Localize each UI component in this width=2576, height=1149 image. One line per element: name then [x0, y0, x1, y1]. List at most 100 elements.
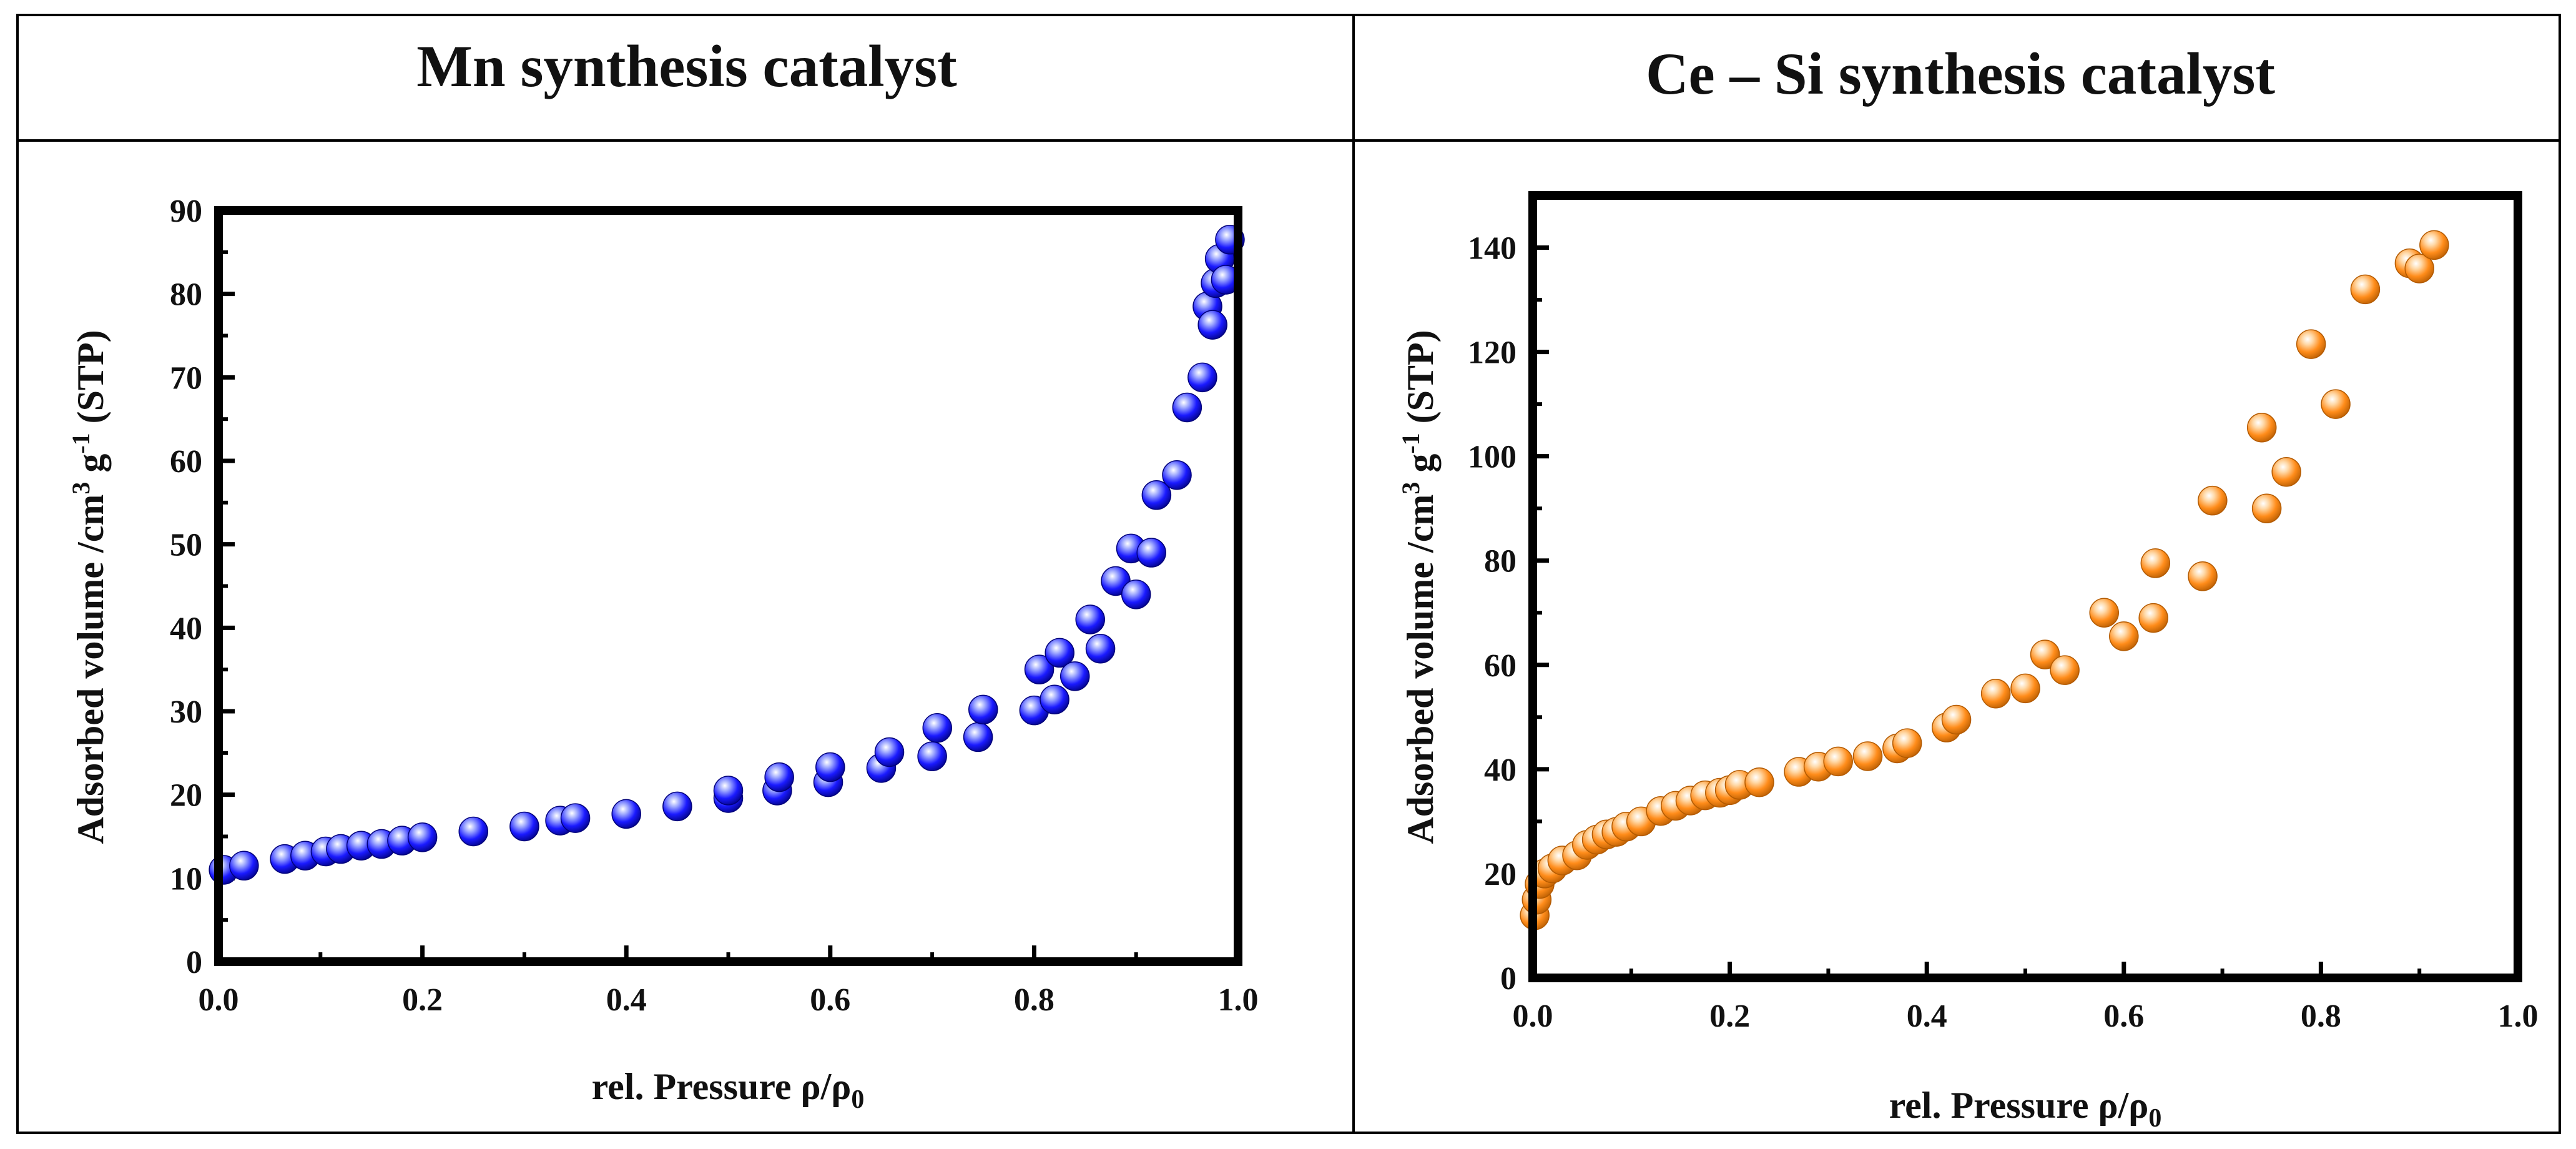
data-point	[1162, 460, 1192, 490]
y-tick-label: 0	[186, 945, 202, 980]
panel-title-ce-si: Ce – Si synthesis catalyst	[1646, 41, 2275, 107]
data-point	[1085, 634, 1116, 664]
data-point	[1045, 638, 1074, 668]
x-tick-label: 0.2	[1709, 999, 1750, 1034]
data-point	[2138, 603, 2168, 633]
data-point	[713, 776, 744, 806]
data-point	[2030, 639, 2060, 669]
x-tick-label: 0.2	[402, 982, 443, 1018]
data-point	[2251, 493, 2282, 523]
data-point	[1187, 362, 1217, 393]
y-tick-label: 40	[1484, 752, 1517, 788]
y-tick-label: 20	[1484, 857, 1517, 892]
y-tick-label: 70	[170, 360, 202, 396]
data-point	[2109, 621, 2139, 651]
y-tick-label: 60	[1484, 648, 1517, 684]
data-point	[874, 737, 905, 767]
data-point	[1823, 746, 1853, 777]
data-point	[917, 741, 947, 771]
data-point	[2010, 673, 2040, 704]
chart-mn: 0.0 0.2 0.4 0.6 0.8 1.0 0 10 20 30 40 50 60 70 80 90 r…	[67, 194, 1259, 1114]
data-point	[1852, 741, 1883, 771]
y-tick-label: 0	[1500, 961, 1517, 997]
x-tick-label: 0.4	[606, 982, 647, 1018]
x-tick-label: 0.6	[2103, 999, 2144, 1034]
data-point	[764, 762, 794, 792]
data-point	[509, 811, 539, 842]
data-point	[1744, 767, 1774, 797]
data-point	[1059, 661, 1090, 691]
data-point	[458, 816, 488, 847]
data-point	[1141, 480, 1172, 510]
x-tick-label: 0.4	[1907, 999, 1947, 1034]
chart-mn-plot-area	[214, 206, 1242, 966]
data-point	[1121, 579, 1151, 609]
y-tick-label: 40	[170, 611, 202, 646]
data-point	[922, 713, 953, 743]
data-point	[1892, 728, 1922, 758]
data-point	[407, 822, 438, 852]
data-point	[2089, 598, 2119, 628]
data-point	[560, 803, 591, 833]
data-point	[611, 799, 641, 829]
y-tick-label: 90	[170, 194, 202, 229]
y-tick-label: 60	[170, 444, 202, 480]
y-tick-label: 140	[1468, 231, 1517, 267]
chart-mn-xtick-labels: 0.0 0.2 0.4 0.6 0.8 1.0	[199, 982, 1259, 1018]
data-point	[2246, 412, 2277, 443]
y-tick-label: 80	[170, 277, 202, 313]
data-point	[662, 791, 692, 822]
data-point	[2419, 230, 2449, 260]
x-tick-label: 0.0	[1513, 999, 1553, 1034]
chart-mn-x-axis-title: rel. Pressure ρ/ρ0	[592, 1066, 865, 1114]
data-point	[1980, 678, 2011, 709]
panel-title-mn: Mn synthesis catalyst	[416, 33, 957, 99]
data-point	[2321, 389, 2351, 419]
data-point	[2350, 274, 2381, 305]
data-point	[968, 694, 998, 725]
data-point	[1075, 604, 1105, 634]
data-point	[2198, 485, 2228, 516]
y-tick-label: 100	[1468, 440, 1517, 475]
data-point	[1197, 310, 1227, 340]
x-tick-label: 0.6	[810, 982, 850, 1018]
data-point	[1941, 704, 1972, 735]
data-point	[1040, 684, 1069, 715]
y-tick-label: 10	[170, 861, 202, 897]
data-point	[2188, 561, 2218, 591]
data-point	[1172, 392, 1202, 423]
chart-ce-si-x-axis-title: rel. Pressure ρ/ρ0	[1889, 1085, 2162, 1133]
data-point	[2140, 548, 2171, 578]
data-point	[1024, 654, 1054, 684]
chart-mn-ytick-labels: 0 10 20 30 40 50 60 70 80 90	[170, 194, 202, 980]
x-tick-label: 0.0	[199, 982, 239, 1018]
x-tick-label: 0.8	[1014, 982, 1054, 1018]
chart-ce-si-y-axis-title: Adsorbed volume /cm3 g-1 (STP)	[1397, 330, 1441, 844]
chart-ce-si-points	[1520, 230, 2449, 930]
y-tick-label: 30	[170, 694, 202, 730]
data-point	[229, 851, 259, 881]
chart-mn-points	[209, 225, 1245, 885]
y-tick-label: 20	[170, 778, 202, 814]
data-point	[1136, 538, 1166, 568]
table-border	[16, 14, 2561, 1134]
y-tick-label: 80	[1484, 544, 1517, 579]
chart-ce-si-ticks	[1530, 245, 2520, 980]
data-point	[963, 722, 993, 752]
y-tick-label: 50	[170, 528, 202, 563]
x-tick-label: 1.0	[2498, 999, 2539, 1034]
data-point	[2296, 329, 2326, 359]
x-tick-label: 1.0	[1218, 982, 1259, 1018]
data-point	[815, 752, 845, 782]
data-point	[2050, 655, 2080, 685]
chart-ce-si-plot-area	[1528, 191, 2522, 982]
data-point	[2404, 254, 2434, 284]
x-tick-label: 0.8	[2301, 999, 2341, 1034]
chart-mn-y-axis-title: Adsorbed volume /cm3 g-1 (STP)	[67, 330, 111, 844]
y-tick-label: 120	[1468, 335, 1517, 371]
chart-ce-si: 0.0 0.2 0.4 0.6 0.8 1.0 0 20 40 60 80 100 120 140 re…	[1397, 191, 2539, 1133]
data-point	[2271, 456, 2301, 487]
chart-ce-si-ytick-labels: 0 20 40 60 80 100 120 140	[1468, 231, 1517, 997]
chart-ce-si-xtick-labels: 0.0 0.2 0.4 0.6 0.8 1.0	[1513, 999, 2539, 1034]
